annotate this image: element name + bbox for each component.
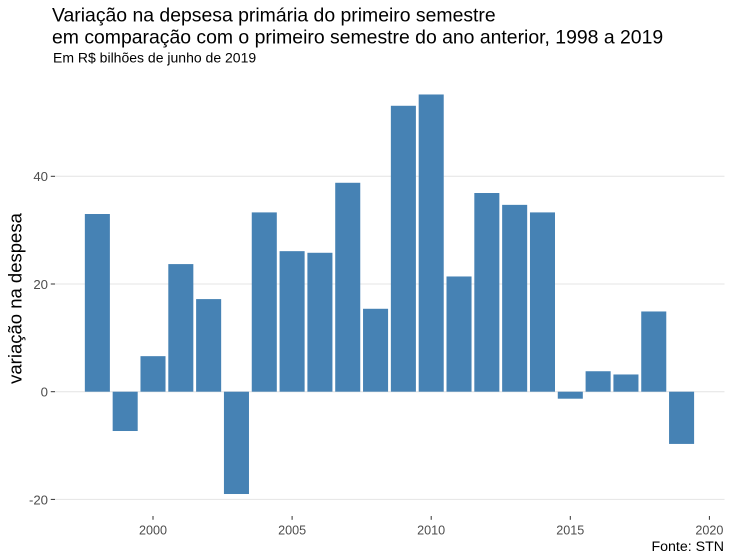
svg-text:2020: 2020 bbox=[695, 524, 723, 538]
svg-text:40: 40 bbox=[33, 169, 48, 184]
svg-text:2005: 2005 bbox=[278, 524, 306, 538]
svg-text:variação na despesa: variação na despesa bbox=[5, 212, 26, 383]
svg-text:2015: 2015 bbox=[556, 524, 584, 538]
svg-text:0: 0 bbox=[41, 385, 48, 400]
svg-text:2000: 2000 bbox=[139, 524, 167, 538]
svg-text:2010: 2010 bbox=[417, 524, 445, 538]
svg-text:-20: -20 bbox=[29, 492, 48, 507]
svg-text:em comparação com o primeiro s: em comparação com o primeiro semestre do… bbox=[52, 27, 663, 49]
svg-text:Variação na depsesa primária d: Variação na depsesa primária do primeiro… bbox=[52, 4, 496, 26]
svg-text:20: 20 bbox=[33, 277, 48, 292]
svg-text:Fonte: STN: Fonte: STN bbox=[651, 539, 724, 555]
svg-text:Em R$ bilhões de junho de 2019: Em R$ bilhões de junho de 2019 bbox=[53, 49, 256, 65]
